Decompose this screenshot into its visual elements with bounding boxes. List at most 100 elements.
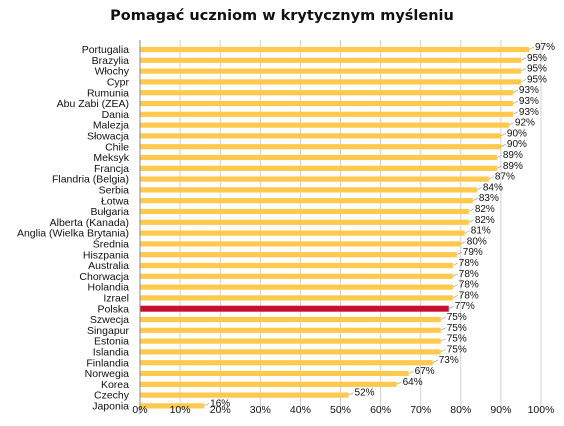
label-leader [500, 133, 507, 137]
x-tick-label: 0% [132, 404, 147, 416]
category-label: Czechy [94, 390, 130, 402]
label-leader [520, 79, 527, 83]
category-label: Holandia [88, 282, 130, 294]
bar [140, 370, 409, 377]
bar [140, 187, 477, 193]
value-label: 81% [471, 226, 491, 237]
category-label: Hiszpania [83, 249, 129, 261]
x-tick-label: 90% [490, 404, 511, 416]
category-label: Szwecja [90, 314, 129, 326]
category-label: Łotwa [101, 195, 129, 207]
label-leader [456, 251, 462, 255]
value-label: 77% [455, 301, 475, 312]
label-leader [440, 349, 446, 353]
label-leader [512, 100, 519, 104]
category-label: Meksyk [93, 152, 129, 164]
category-label: Malezja [93, 120, 129, 132]
bar [140, 57, 521, 63]
value-label: 97% [535, 42, 555, 53]
value-label: 78% [459, 280, 479, 291]
bar [140, 403, 205, 409]
x-tick-label: 30% [250, 404, 271, 416]
bar [140, 338, 441, 344]
bar [140, 262, 453, 269]
label-leader [472, 197, 478, 201]
label-leader [496, 165, 503, 169]
label-leader [448, 305, 454, 309]
bar [140, 273, 453, 279]
label-leader [452, 273, 458, 277]
value-label: 80% [467, 236, 487, 247]
category-label: Korea [101, 379, 129, 391]
x-tick-label: 40% [290, 404, 311, 416]
x-tick-label: 50% [330, 404, 351, 416]
category-label: Rumunia [87, 87, 129, 99]
bar [140, 90, 513, 96]
value-label: 87% [495, 172, 515, 183]
value-label: 78% [459, 258, 479, 269]
bar [140, 198, 473, 204]
category-label: Islandia [93, 347, 129, 359]
category-label: Dania [102, 109, 130, 121]
chart-title: Pomagać uczniom w krytycznym myśleniu [110, 8, 454, 24]
value-label: 90% [507, 139, 527, 150]
category-label: Norwegia [85, 368, 130, 380]
label-leader [440, 338, 446, 342]
label-leader [528, 46, 535, 50]
value-label: 92% [515, 118, 535, 129]
value-label: 78% [459, 290, 479, 301]
x-tick-label: 100% [528, 404, 555, 416]
category-label: Chorwacja [79, 271, 129, 283]
label-leader [432, 359, 438, 363]
bar [140, 241, 461, 247]
x-tick-label: 10% [170, 404, 191, 416]
value-label: 95% [527, 53, 547, 64]
bar [140, 360, 433, 366]
value-label: 89% [503, 161, 523, 172]
category-label: Abu Zabi (ZEA) [57, 98, 129, 110]
category-label: Japonia [92, 401, 129, 413]
x-tick-label: 60% [370, 404, 391, 416]
label-leader [496, 154, 503, 158]
label-leader [440, 316, 446, 320]
label-leader [396, 381, 402, 385]
category-label: Bułgaria [90, 206, 129, 218]
bar [140, 154, 497, 161]
label-leader [520, 68, 527, 72]
bar [140, 252, 457, 258]
value-label: 73% [439, 355, 459, 366]
category-label: Chile [105, 141, 129, 153]
bar [140, 133, 501, 139]
value-label: 89% [503, 150, 523, 161]
category-label: Francja [94, 163, 129, 175]
bar [140, 122, 509, 128]
value-label: 95% [527, 64, 547, 75]
value-label: 82% [475, 204, 495, 215]
category-label: Alberta (Kanada) [50, 217, 129, 229]
category-label: Izrael [103, 293, 129, 305]
bar [140, 316, 441, 323]
bar [140, 392, 349, 398]
bar [140, 79, 521, 85]
value-label: 67% [415, 366, 435, 377]
label-leader [452, 262, 458, 266]
label-leader [468, 208, 474, 212]
value-label: 78% [459, 269, 479, 280]
category-label: Estonia [94, 336, 129, 348]
label-leader [512, 111, 519, 115]
value-label: 16% [210, 398, 230, 409]
bar [140, 381, 397, 387]
value-label: 93% [519, 107, 539, 118]
label-leader [512, 89, 519, 93]
value-labels: 97%95%95%95%93%93%93%92%90%90%89%89%87%8… [204, 42, 555, 409]
bar [140, 144, 501, 150]
label-leader [440, 327, 446, 331]
category-label: Włochy [95, 66, 130, 78]
label-leader [460, 241, 466, 245]
bar [140, 327, 441, 333]
bar [140, 349, 441, 355]
category-label: Średnia [93, 238, 129, 251]
category-label: Polska [97, 303, 129, 315]
label-leader [520, 57, 527, 61]
